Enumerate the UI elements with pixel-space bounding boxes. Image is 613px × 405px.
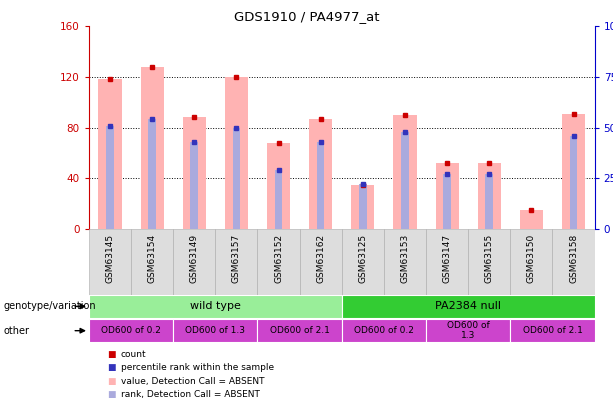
Text: value, Detection Call = ABSENT: value, Detection Call = ABSENT (121, 377, 264, 386)
Text: OD600 of
1.3: OD600 of 1.3 (447, 321, 490, 340)
Text: other: other (3, 326, 29, 336)
Bar (89, 295, 341, 318)
Text: GDS1910 / PA4977_at: GDS1910 / PA4977_at (234, 10, 379, 23)
Bar (394, 115, 417, 229)
Text: OD600 of 2.1: OD600 of 2.1 (522, 326, 582, 335)
Text: GSM63153: GSM63153 (400, 234, 409, 284)
Bar (131, 229, 173, 295)
Text: GSM63147: GSM63147 (443, 234, 452, 283)
Text: GSM63152: GSM63152 (274, 234, 283, 283)
Text: OD600 of 0.2: OD600 of 0.2 (354, 326, 414, 335)
Bar (384, 229, 426, 295)
Text: rank, Detection Call = ABSENT: rank, Detection Call = ABSENT (121, 390, 260, 399)
Bar (317, 142, 324, 229)
Text: ■: ■ (107, 390, 116, 399)
Bar (275, 170, 283, 229)
Text: PA2384 null: PA2384 null (435, 301, 501, 311)
Text: OD600 of 1.3: OD600 of 1.3 (185, 326, 245, 335)
Bar (510, 229, 552, 295)
Bar (401, 132, 409, 229)
Text: ■: ■ (107, 350, 116, 359)
Bar (148, 119, 156, 229)
Bar (89, 229, 131, 295)
Bar (89, 319, 173, 342)
Text: GSM63162: GSM63162 (316, 234, 325, 283)
Text: ■: ■ (107, 363, 116, 372)
Bar (478, 163, 501, 229)
Text: wild type: wild type (190, 301, 241, 311)
Bar (257, 319, 341, 342)
Bar (552, 229, 595, 295)
Bar (351, 185, 375, 229)
Bar (468, 229, 510, 295)
Text: GSM63155: GSM63155 (485, 234, 493, 284)
Text: count: count (121, 350, 147, 359)
Bar (341, 319, 426, 342)
Text: ■: ■ (107, 377, 116, 386)
Bar (341, 295, 595, 318)
Bar (510, 319, 595, 342)
Bar (426, 229, 468, 295)
Text: GSM63149: GSM63149 (190, 234, 199, 283)
Bar (225, 77, 248, 229)
Text: percentile rank within the sample: percentile rank within the sample (121, 363, 274, 372)
Bar (173, 319, 257, 342)
Bar (562, 114, 585, 229)
Text: OD600 of 2.1: OD600 of 2.1 (270, 326, 330, 335)
Bar (215, 229, 257, 295)
Bar (173, 229, 215, 295)
Bar (485, 174, 493, 229)
Text: GSM63145: GSM63145 (105, 234, 115, 283)
Text: GSM63150: GSM63150 (527, 234, 536, 284)
Bar (359, 184, 367, 229)
Bar (569, 136, 577, 229)
Bar (232, 128, 240, 229)
Text: GSM63154: GSM63154 (148, 234, 156, 283)
Bar (106, 126, 114, 229)
Bar (341, 229, 384, 295)
Bar (257, 229, 300, 295)
Text: GSM63125: GSM63125 (359, 234, 367, 283)
Text: genotype/variation: genotype/variation (3, 301, 96, 311)
Text: GSM63158: GSM63158 (569, 234, 578, 284)
Bar (191, 142, 198, 229)
Bar (435, 163, 459, 229)
Text: GSM63157: GSM63157 (232, 234, 241, 284)
Bar (443, 174, 451, 229)
Bar (183, 117, 206, 229)
Bar (309, 119, 332, 229)
Bar (98, 79, 121, 229)
Bar (426, 319, 510, 342)
Bar (140, 67, 164, 229)
Text: OD600 of 0.2: OD600 of 0.2 (101, 326, 161, 335)
Bar (267, 143, 290, 229)
Bar (300, 229, 342, 295)
Bar (520, 210, 543, 229)
